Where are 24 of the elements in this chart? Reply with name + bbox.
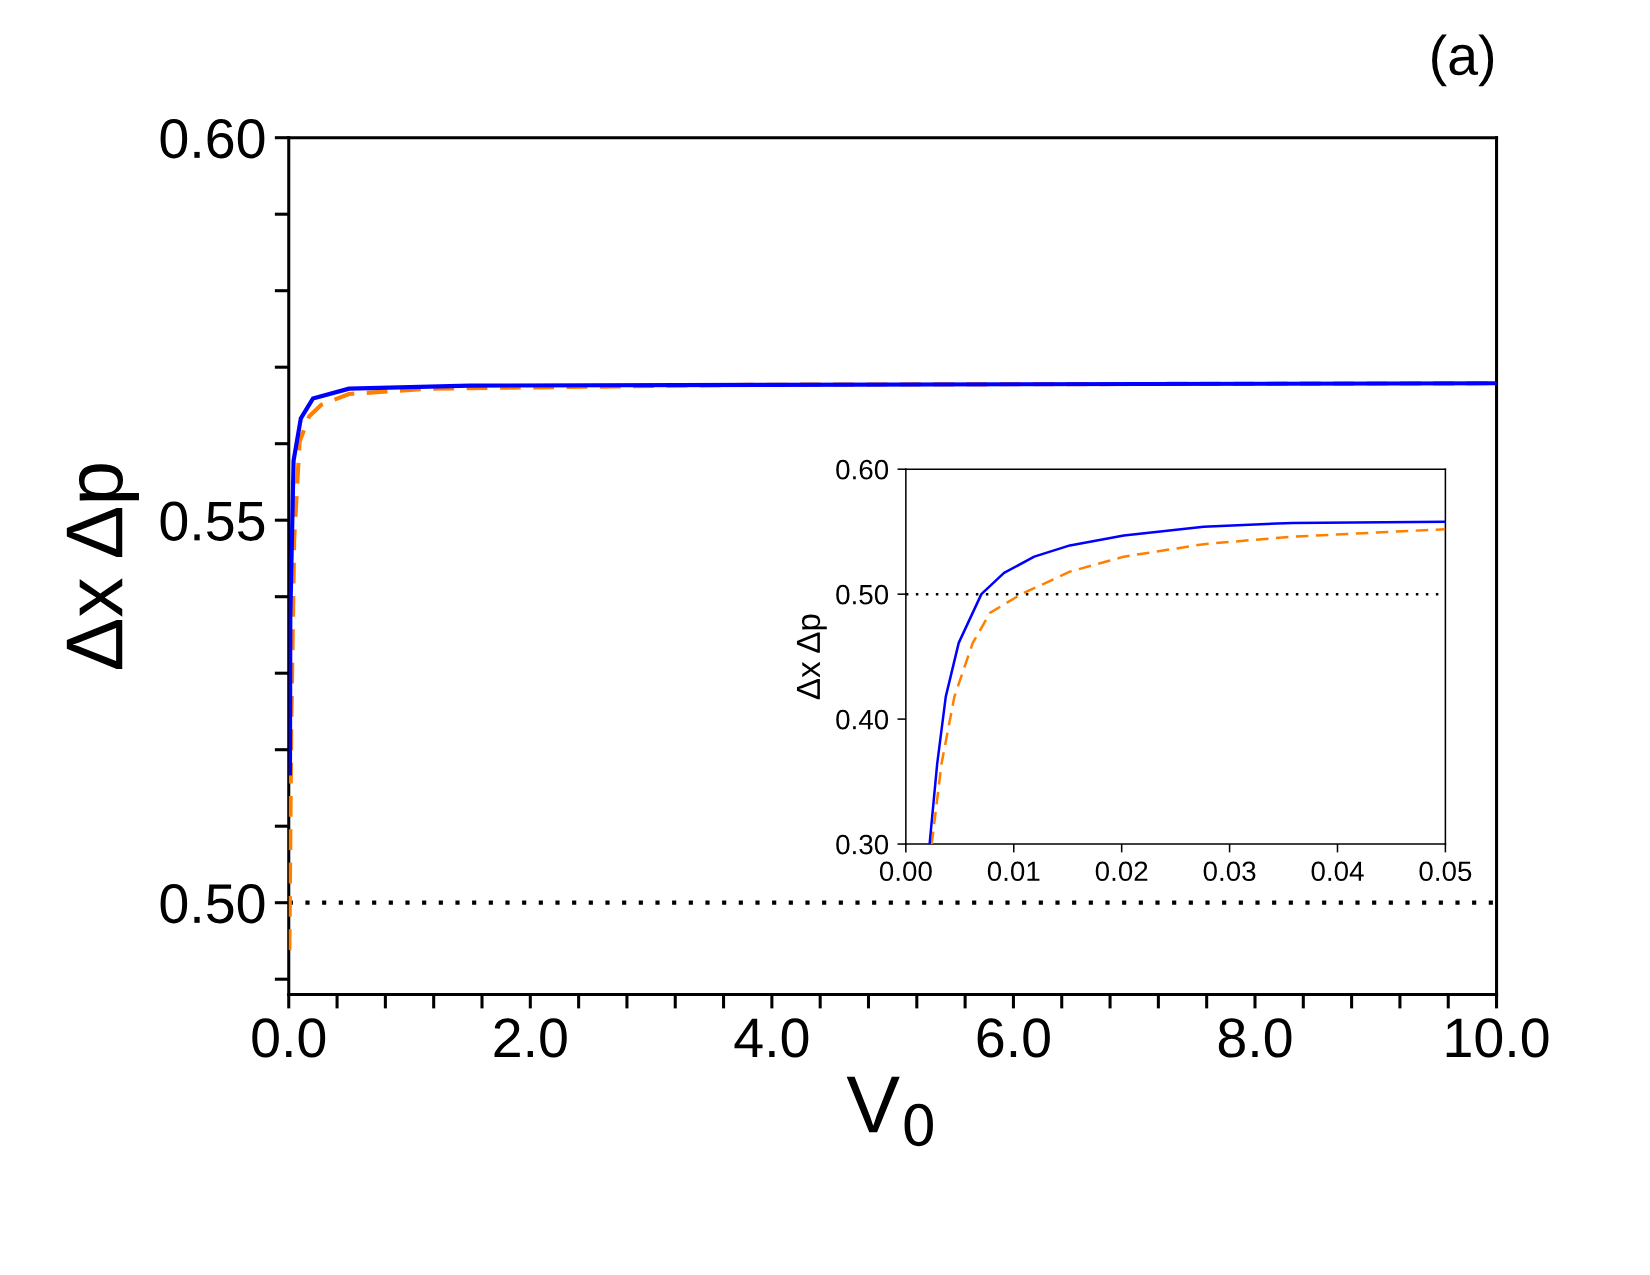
x-tick-label: 2.0	[494, 1018, 567, 1058]
y-tick-label: 0.50	[836, 584, 889, 605]
x-tick-label: 10.0	[1446, 1018, 1549, 1058]
text: (a)	[1432, 34, 1494, 87]
x-tick-label: 0.05	[1419, 861, 1472, 882]
x-axis-title: V$_{0}$	[846, 1076, 933, 1147]
x-tick-label: 0.0	[252, 1018, 326, 1058]
x-tick-label: 0.03	[1203, 861, 1256, 882]
y-axis-title: Δx Δp	[66, 464, 139, 670]
y-tick-label: 0.60	[836, 459, 889, 480]
x-tick-label: 0.04	[1311, 861, 1364, 882]
x-tick-label: 0.00	[879, 861, 932, 882]
y-tick-label: 0.40	[836, 709, 889, 730]
y-axis-title: Δx Δp	[796, 614, 827, 700]
y-tick-label: 0.30	[836, 834, 889, 855]
x-tick-label: 0.02	[1095, 861, 1148, 882]
y-tick-label: 0.55	[160, 501, 265, 541]
y-tick-label: 0.60	[160, 119, 265, 159]
x-tick-label: 0.01	[987, 861, 1040, 882]
x-tick-label: 6.0	[977, 1018, 1050, 1058]
y-tick-label: 0.50	[160, 884, 265, 924]
x-tick-label: 8.0	[1218, 1018, 1292, 1058]
x-tick-label: 4.0	[734, 1018, 809, 1058]
line-series	[288, 381, 1497, 776]
